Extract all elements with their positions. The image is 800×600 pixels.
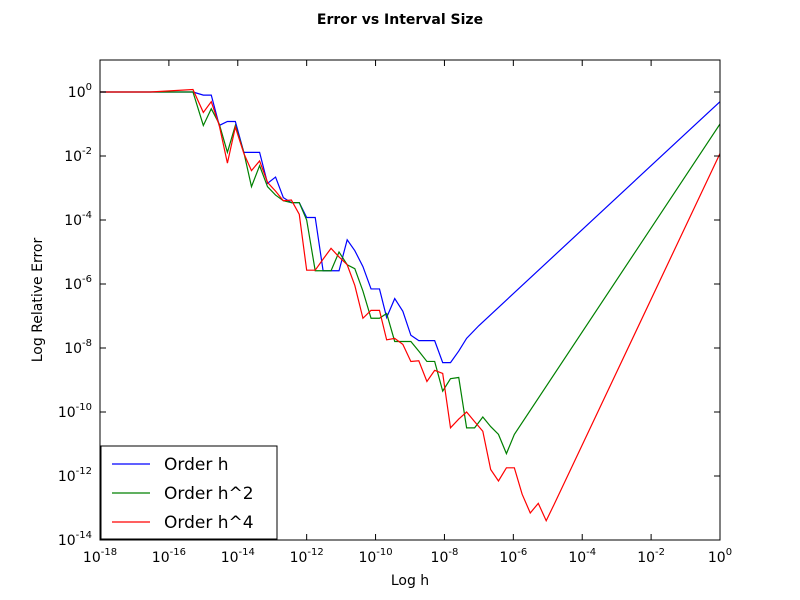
- plot-frame: [99, 59, 721, 541]
- x-axis-label: Log h: [391, 573, 429, 589]
- x-tick-label: 10-14: [221, 547, 255, 566]
- y-tick-label: 10-2: [64, 146, 92, 165]
- series-line-3: [100, 88, 721, 523]
- y-tick-label: 10-10: [58, 402, 92, 421]
- y-tick-label: 10-14: [58, 530, 92, 549]
- y-axis-label: Log Relative Error: [30, 238, 46, 363]
- x-tick-label: 10-6: [499, 547, 527, 566]
- legend-label-3: Order h^4: [164, 513, 254, 533]
- legend-label-2: Order h^2: [164, 484, 254, 504]
- x-tick-label: 10-16: [152, 547, 186, 566]
- y-tick-label: 10-4: [64, 210, 92, 229]
- y-tick-label: 10-6: [64, 274, 92, 293]
- chart-title: Error vs Interval Size: [317, 12, 483, 28]
- y-tick-label: 10-8: [64, 338, 92, 357]
- y-tick-label: 100: [68, 82, 92, 101]
- y-tick-label: 10-12: [58, 466, 92, 485]
- legend-label-1: Order h: [164, 455, 229, 475]
- x-tick-label: 10-2: [637, 547, 665, 566]
- series-layer: [100, 88, 721, 523]
- x-tick-label: 10-18: [83, 547, 117, 566]
- x-tick-label: 100: [708, 547, 732, 566]
- x-tick-label: 10-4: [568, 547, 596, 566]
- legend: Order h Order h^2 Order h^4: [100, 445, 278, 540]
- x-tick-label: 10-8: [431, 547, 459, 566]
- ticks-layer: 10-18 10-16 10-14 10-12 10-10 10-8 10-6 10-4 10-…: [58, 60, 732, 566]
- x-tick-label: 10-12: [290, 547, 324, 566]
- x-tick-label: 10-10: [358, 547, 392, 566]
